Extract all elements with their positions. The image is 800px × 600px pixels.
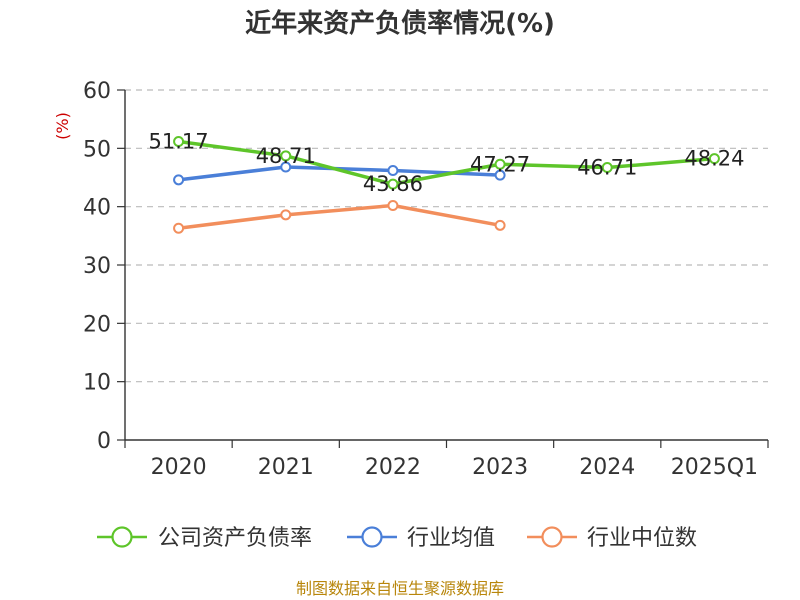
series-1-point-2020 [173,174,185,186]
series-2-point-2021 [280,209,292,221]
series-layer [173,136,720,234]
series-0-point-2020 [173,136,185,148]
series-line-2 [178,203,501,230]
chart-title: 近年来资产负债率情况(%) [245,8,555,39]
source-note: 制图数据来自恒生聚源数据库 [296,579,504,598]
series-0-point-2021 [280,150,292,162]
y-tick-label-50: 50 [83,137,111,162]
y-axis-unit: (%) [53,112,72,140]
data-label-2023: 47.27 [470,152,530,176]
legend-label-2: 行业中位数 [587,526,697,551]
x-tick-label-2024: 2024 [579,455,635,480]
x-tick-label-2023: 2023 [472,455,528,480]
y-tick-label-40: 40 [83,196,111,221]
y-tick-label-60: 60 [83,79,111,104]
series-1-point-2021 [280,161,292,173]
x-tick-label-2020: 2020 [151,455,207,480]
series-line-0 [178,139,715,186]
legend-marker-2 [541,526,563,548]
axes [117,89,769,448]
series-2-point-2022 [387,200,399,211]
y-tick-label-30: 30 [83,254,111,279]
data-labels: 51.17 48.71 43.86 47.27 46.71 48.24 [149,130,745,197]
y-tick-label-20: 20 [83,312,111,337]
legend-marker-1 [361,526,383,548]
x-tick-label-2021: 2021 [258,455,314,480]
data-label-2024: 46.71 [577,156,637,180]
data-label-2022: 43.86 [363,172,423,196]
y-tick-labels: 0 10 20 30 40 50 60 [83,79,111,454]
series-2-point-2023 [494,219,506,231]
x-tick-label-2022: 2022 [365,455,421,480]
legend-marker-0 [111,526,133,548]
series-1-point-2022 [387,165,399,176]
series-0-point-2025Q1 [708,153,720,165]
data-label-2020: 51.17 [149,130,209,154]
legend: 公司资产负债率 行业均值 行业中位数 [97,526,697,551]
data-label-2025Q1: 48.24 [684,147,744,171]
series-0-point-2024 [601,162,613,174]
legend-label-0: 公司资产负债率 [158,526,312,551]
x-tick-label-2025Q1: 2025Q1 [671,455,758,480]
data-label-2021: 48.71 [256,144,316,168]
x-tick-labels: 2020 2021 2022 2023 2024 2025Q1 [151,455,758,480]
series-2-point-2020 [173,222,185,234]
series-0-point-2022 [387,178,399,190]
y-tick-label-0: 0 [97,429,111,454]
series-0-point-2023 [494,158,506,170]
series-1-point-2023 [494,169,506,181]
grid-lines [125,89,768,383]
legend-label-1: 行业均值 [407,526,495,551]
y-tick-label-10: 10 [83,371,111,396]
